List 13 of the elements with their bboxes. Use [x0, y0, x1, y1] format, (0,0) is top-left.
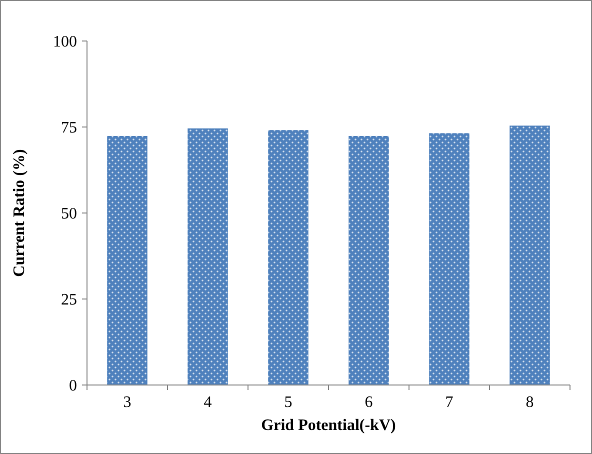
- x-axis-title: Grid Potential(-kV): [261, 417, 396, 434]
- y-tick-label: 75: [61, 120, 77, 137]
- x-tick-label: 3: [123, 394, 132, 411]
- x-tick-label: 7: [445, 394, 454, 411]
- x-tick-label: 4: [204, 394, 212, 411]
- x-tick-label: 8: [526, 394, 534, 411]
- y-tick-label: 0: [69, 378, 77, 395]
- y-tick-label: 50: [61, 206, 77, 223]
- y-tick-label: 25: [61, 292, 77, 309]
- y-tick-label: 100: [53, 34, 77, 51]
- x-tick-label: 6: [364, 394, 373, 411]
- y-axis-title: Current Ratio (%): [11, 149, 28, 277]
- x-tick-label: 5: [284, 394, 292, 411]
